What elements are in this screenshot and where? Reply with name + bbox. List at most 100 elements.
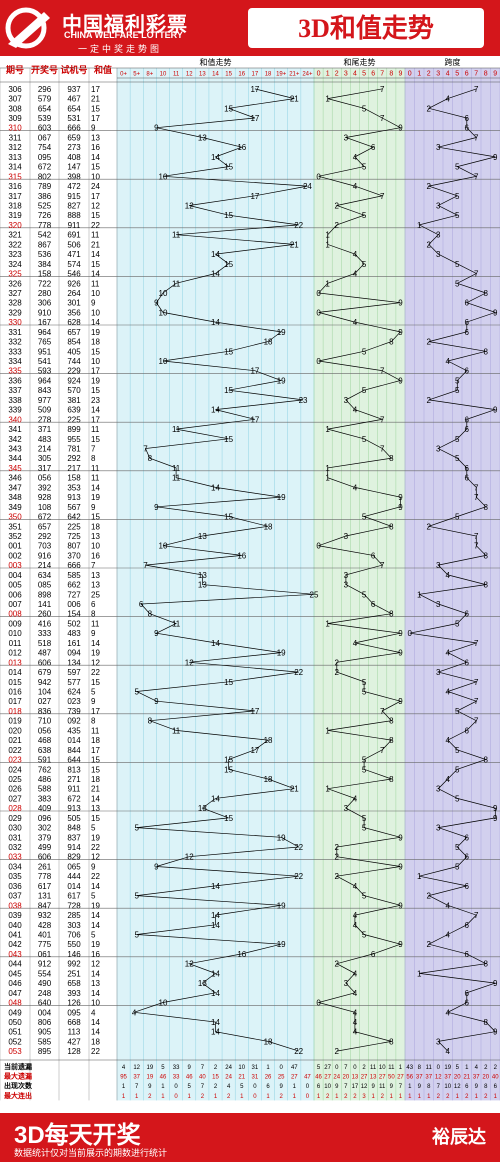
sum-cell: 17	[91, 192, 100, 201]
span-point: 7	[474, 639, 479, 648]
issue-cell: 314	[8, 163, 22, 172]
sum-cell: 14	[91, 911, 100, 920]
tail-point: 5	[362, 260, 367, 269]
sum-point: 14	[211, 911, 220, 920]
sum-cell: 12	[91, 658, 100, 667]
sum-point: 16	[237, 143, 246, 152]
draw-cell: 483	[38, 435, 52, 444]
sum-cell: 17	[91, 367, 100, 376]
test-cell: 014	[67, 736, 81, 745]
test-cell: 393	[67, 989, 81, 998]
tail-point: 4	[353, 270, 358, 279]
draw-cell: 836	[38, 707, 52, 716]
issue-cell: 352	[8, 532, 22, 541]
tail-point: 4	[353, 989, 358, 998]
sum-stat-value: 19	[146, 1065, 153, 1071]
sum-point: 17	[250, 192, 259, 201]
tail-point: 5	[362, 590, 367, 599]
test-cell: 128	[67, 1047, 81, 1056]
sum-point: 5	[134, 688, 139, 697]
sum-col-label: 16	[238, 72, 245, 78]
lottery-logo-icon	[5, 7, 50, 49]
sum-cell: 8	[91, 610, 96, 619]
span-point: 9	[493, 979, 498, 988]
issue-cell: 035	[8, 872, 22, 881]
draw-cell: 843	[38, 386, 52, 395]
test-cell: 725	[67, 532, 81, 541]
tail-point: 5	[362, 435, 367, 444]
span-point: 6	[465, 658, 470, 667]
sum-stat-value: 0	[253, 1084, 257, 1090]
sum-cell: 22	[91, 668, 100, 677]
issue-cell: 323	[8, 250, 22, 259]
issue-cell: 350	[8, 513, 22, 522]
tail-point: 9	[398, 649, 403, 658]
sum-col-label: 10	[160, 72, 167, 78]
tail-stat-value: 27	[379, 1075, 386, 1081]
tail-point: 8	[389, 717, 394, 726]
tail-stat-value: 9	[390, 1084, 394, 1090]
span-stat-value: 6	[494, 1084, 498, 1090]
span-col-label: 2	[427, 71, 431, 78]
test-cell: 023	[67, 697, 81, 706]
test-cell: 381	[67, 396, 81, 405]
issue-cell: 336	[8, 376, 22, 385]
span-point: 2	[427, 182, 432, 191]
issue-cell: 342	[8, 435, 22, 444]
span-point: 9	[493, 814, 498, 823]
sum-cell: 10	[91, 542, 100, 551]
draw-cell: 977	[38, 396, 52, 405]
span-point: 6	[465, 999, 470, 1008]
span-point: 8	[484, 960, 489, 969]
test-cell: 273	[67, 143, 81, 152]
header-tail-trend: 和尾走势	[344, 57, 376, 67]
sum-cell: 21	[91, 785, 100, 794]
sum-cell: 19	[91, 493, 100, 502]
tail-col-label: 9	[398, 71, 402, 78]
sum-cell: 14	[91, 1028, 100, 1037]
sum-point: 9	[154, 299, 159, 308]
draw-cell: 214	[38, 561, 52, 570]
span-col-label: 5	[455, 71, 459, 78]
draw-cell: 095	[38, 153, 52, 162]
tail-point: 9	[398, 376, 403, 385]
sum-point: 13	[198, 571, 207, 580]
span-point: 9	[493, 1028, 498, 1037]
span-point: 9	[493, 406, 498, 415]
span-point: 1	[417, 969, 422, 978]
header-issue: 期号	[6, 64, 24, 75]
draw-cell: 775	[38, 940, 52, 949]
header-sum: 和值	[93, 64, 112, 75]
span-point: 9	[493, 153, 498, 162]
header-test: 试机号	[60, 64, 87, 75]
draw-cell: 486	[38, 775, 52, 784]
issue-cell: 019	[8, 717, 22, 726]
span-point: 7	[474, 133, 479, 142]
draw-cell: 541	[38, 357, 52, 366]
sum-col-label: 11	[173, 72, 180, 78]
span-stat-value: 6	[465, 1084, 469, 1090]
sum-point: 10	[159, 172, 168, 181]
sum-cell: 14	[91, 270, 100, 279]
issue-cell: 046	[8, 979, 22, 988]
sum-cell: 15	[91, 756, 100, 765]
sum-point: 11	[172, 464, 181, 473]
tail-stat-value: 1	[371, 1094, 375, 1100]
sum-stat-value: 9	[188, 1065, 192, 1071]
tail-stat-value: 0	[335, 1065, 339, 1071]
tail-point: 4	[353, 911, 358, 920]
issue-cell: 025	[8, 775, 22, 784]
draw-cell: 384	[38, 260, 52, 269]
sum-point: 22	[294, 872, 303, 881]
span-point: 8	[484, 756, 489, 765]
test-cell: 829	[67, 853, 81, 862]
test-cell: 666	[67, 124, 81, 133]
span-point: 3	[436, 231, 441, 240]
sum-cell: 17	[91, 415, 100, 424]
title-box: 3D和值走势	[248, 8, 484, 48]
test-cell: 113	[68, 1028, 81, 1037]
test-cell: 728	[67, 901, 81, 910]
sum-point: 10	[159, 308, 168, 317]
test-cell: 285	[67, 911, 81, 920]
tail-point: 5	[362, 688, 367, 697]
